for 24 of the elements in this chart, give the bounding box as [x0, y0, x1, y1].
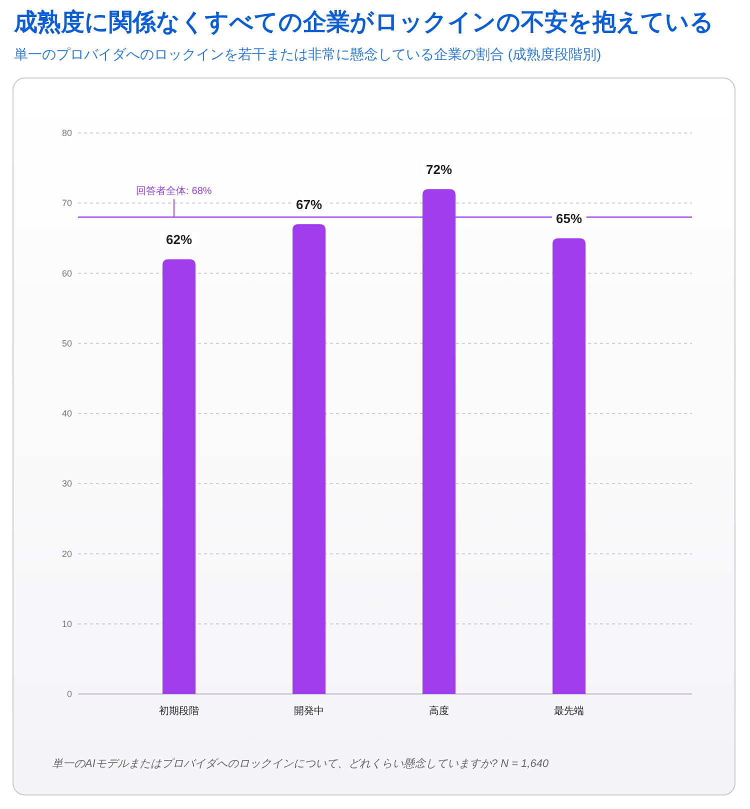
y-tick-label: 10 [62, 618, 72, 629]
x-tick-label: 開発中 [294, 705, 324, 717]
text: 単一のAIモデルまたはプロバイダへのロックインについて、どれくらい懸念していますか? N = 1,640 [52, 757, 550, 770]
y-tick-label: 30 [62, 478, 72, 489]
chart-subtitle: 単一のプロバイダへのロックインを若干または非常に懸念している企業の割合 (成熟度段階別) [14, 46, 602, 62]
data-label: 72% [426, 162, 452, 178]
y-tick-label: 50 [62, 338, 72, 348]
x-tick-label: 初期段階 [159, 705, 199, 717]
y-tick-label: 20 [62, 548, 72, 559]
bar [162, 259, 196, 694]
y-tick-label: 80 [62, 128, 72, 138]
y-tick-label: 70 [62, 198, 72, 208]
bar [292, 224, 326, 694]
data-label: 65% [556, 211, 582, 226]
y-tick-label: 0 [66, 689, 72, 699]
bar [552, 238, 586, 694]
y-tick-label: 60 [62, 268, 72, 278]
ref-line-label: 回答者全体: 68% [136, 185, 212, 198]
x-tick-label: 最先端 [554, 705, 584, 717]
x-tick-label: 高度 [429, 705, 449, 717]
chart-title: 成熟度に関係なくすべての企業がロックインの不安を抱えている [13, 9, 729, 36]
data-label: 67% [296, 197, 322, 212]
y-tick-label: 40 [62, 408, 72, 418]
data-label: 62% [166, 232, 192, 248]
